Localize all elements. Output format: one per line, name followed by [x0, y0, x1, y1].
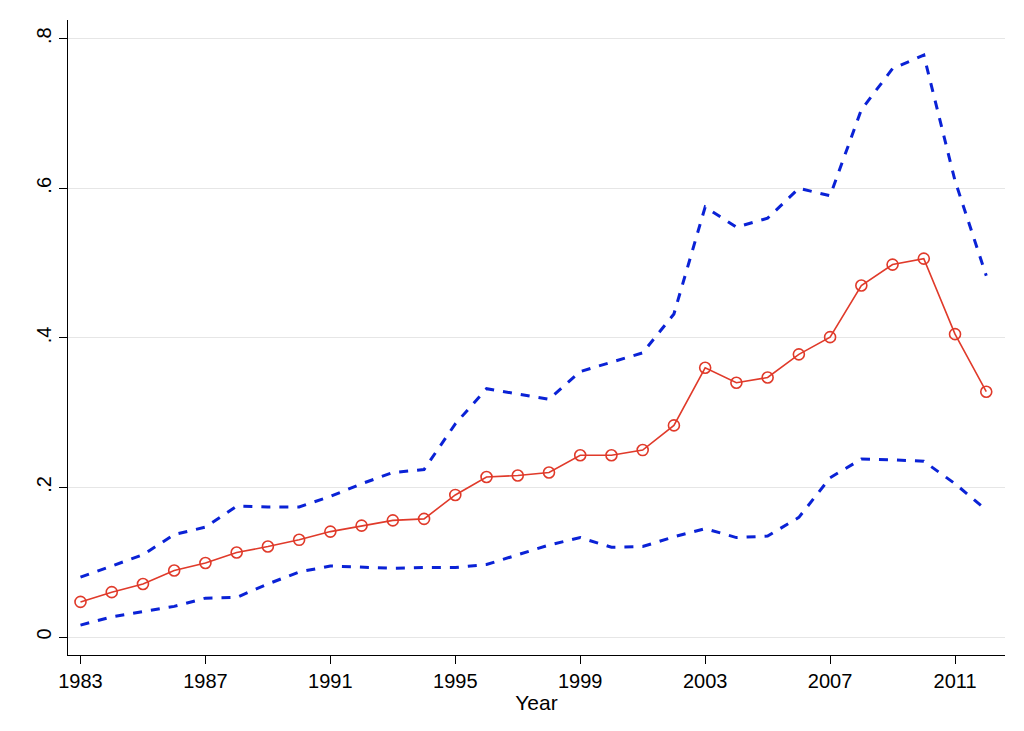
svg-text:.6: .6 — [33, 177, 55, 194]
svg-text:1983: 1983 — [58, 670, 103, 692]
svg-text:1995: 1995 — [433, 670, 478, 692]
svg-text:1999: 1999 — [558, 670, 603, 692]
svg-text:Year: Year — [515, 691, 557, 714]
svg-text:0: 0 — [33, 628, 55, 639]
svg-text:2007: 2007 — [808, 670, 853, 692]
svg-text:1991: 1991 — [308, 670, 353, 692]
svg-text:1987: 1987 — [183, 670, 228, 692]
svg-text:.2: .2 — [33, 476, 55, 493]
svg-text:2011: 2011 — [934, 670, 977, 692]
svg-text:.8: .8 — [33, 27, 55, 44]
svg-text:.4: .4 — [33, 327, 55, 344]
svg-text:2003: 2003 — [683, 670, 728, 692]
